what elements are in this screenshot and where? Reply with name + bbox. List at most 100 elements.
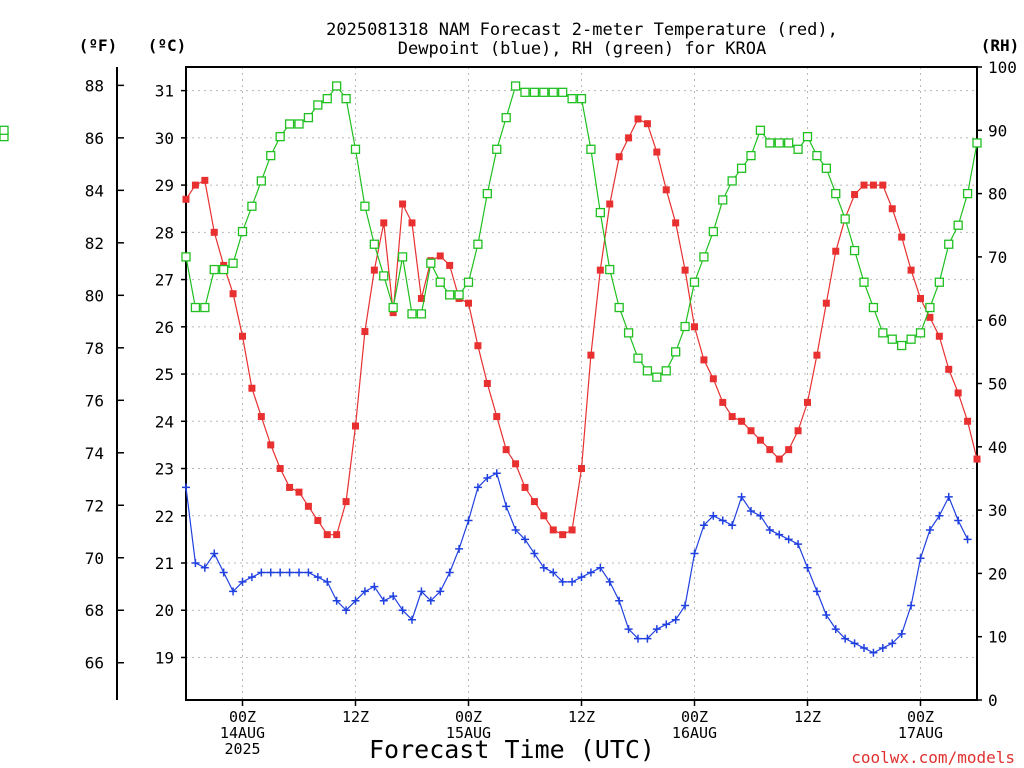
rh-point bbox=[558, 87, 568, 97]
rh-point bbox=[379, 271, 389, 281]
rh-point bbox=[407, 309, 417, 319]
dewpoint-point bbox=[765, 525, 774, 534]
dewpoint-point bbox=[247, 573, 256, 582]
dewpoint-point bbox=[954, 516, 963, 525]
dewpoint-point bbox=[436, 587, 445, 596]
dewpoint-point bbox=[681, 601, 690, 610]
temperature-point bbox=[257, 413, 265, 421]
dewpoint-point bbox=[577, 573, 586, 582]
dewpoint-point bbox=[605, 577, 614, 586]
rh-point bbox=[925, 302, 935, 313]
rh-point bbox=[953, 220, 963, 230]
fahrenheit-tick-label: 82 bbox=[85, 234, 104, 253]
time-tick-label: 00Z bbox=[229, 708, 256, 726]
rh-point bbox=[360, 201, 370, 211]
dewpoint-point bbox=[426, 596, 435, 605]
temperature-point bbox=[323, 531, 331, 539]
dewpoint-point bbox=[878, 644, 887, 653]
time-tick-label: 00Z bbox=[907, 708, 934, 726]
rh-point bbox=[435, 277, 445, 287]
temperature-point bbox=[766, 446, 774, 454]
rh-point bbox=[633, 353, 643, 363]
rh-point bbox=[341, 94, 351, 104]
temperature-point bbox=[229, 290, 237, 298]
temperature-point bbox=[728, 413, 736, 421]
rh-point bbox=[369, 239, 379, 249]
rh-unit-label: (RH) bbox=[981, 36, 1020, 55]
dewpoint-point bbox=[728, 521, 737, 530]
rh-point bbox=[671, 347, 681, 357]
x-axis-label: Forecast Time (UTC) bbox=[369, 735, 655, 764]
dewpoint-line bbox=[185, 472, 969, 654]
temperature-point bbox=[813, 351, 821, 359]
temperature-point bbox=[756, 436, 764, 444]
title-line-1: 2025081318 NAM Forecast 2-meter Temperat… bbox=[326, 20, 838, 40]
rh-point bbox=[576, 94, 587, 104]
rh-point bbox=[802, 131, 813, 142]
time-tick-label: 16AUG bbox=[672, 724, 717, 742]
celsius-tick-label: 24 bbox=[155, 412, 174, 431]
dewpoint-point bbox=[803, 563, 812, 572]
dewpoint-point bbox=[860, 644, 868, 653]
temperature-point bbox=[653, 148, 661, 156]
rh-point bbox=[303, 112, 314, 123]
dewpoint-point bbox=[182, 483, 190, 492]
rh-point bbox=[322, 94, 332, 104]
rh-point bbox=[934, 277, 944, 287]
temperature-point bbox=[860, 181, 868, 189]
temperature-point bbox=[314, 516, 322, 524]
time-tick-label: 17AUG bbox=[898, 724, 943, 742]
series-rh bbox=[0, 81, 982, 382]
temperature-point bbox=[954, 389, 962, 397]
temperature-point bbox=[785, 446, 793, 454]
dewpoint-point bbox=[652, 625, 661, 634]
rh-tick-label: 40 bbox=[988, 438, 1007, 457]
temperature-point bbox=[973, 455, 981, 463]
fahrenheit-tick-label: 84 bbox=[85, 181, 104, 200]
fahrenheit-tick-label: 72 bbox=[85, 496, 104, 515]
dewpoint-point bbox=[464, 516, 473, 525]
temperature-point bbox=[559, 531, 567, 539]
celsius-tick-label: 20 bbox=[155, 601, 174, 620]
dewpoint-point bbox=[304, 568, 313, 577]
celsius-tick-label: 31 bbox=[155, 82, 174, 101]
dewpoint-point bbox=[342, 606, 351, 615]
dewpoint-point bbox=[963, 535, 972, 544]
temperature-point bbox=[474, 342, 482, 350]
temperature-point bbox=[342, 498, 350, 506]
temperature-point bbox=[700, 356, 708, 364]
dewpoint-point bbox=[888, 639, 897, 648]
dewpoint-point bbox=[257, 568, 266, 577]
temperature-point bbox=[540, 512, 548, 520]
rh-line bbox=[185, 84, 978, 378]
celsius-tick-label: 19 bbox=[155, 648, 174, 667]
dewpoint-point bbox=[812, 587, 821, 596]
rh-point bbox=[463, 277, 474, 287]
dewpoint-point bbox=[831, 625, 840, 634]
rh-point bbox=[944, 239, 954, 249]
dewpoint-point bbox=[907, 601, 916, 610]
dewpoint-point bbox=[521, 535, 529, 544]
temperature-point bbox=[587, 351, 595, 359]
temperature-point bbox=[333, 531, 341, 539]
temperature-point bbox=[747, 427, 755, 435]
rh-point bbox=[699, 252, 709, 262]
temperature-point bbox=[239, 332, 246, 340]
temperature-point bbox=[248, 384, 256, 392]
dewpoint-point bbox=[586, 568, 595, 577]
rh-point bbox=[482, 188, 492, 199]
celsius-axis: 31 30 29 28 27 26 25 24 23 22 21 20 19 bbox=[155, 82, 186, 667]
temperature-point bbox=[643, 120, 651, 128]
rh-point bbox=[313, 100, 323, 110]
rh-tick-label: 70 bbox=[988, 248, 1007, 267]
temperature-point bbox=[361, 328, 369, 336]
dewpoint-point bbox=[671, 615, 680, 624]
dewpoint-point bbox=[417, 587, 426, 596]
dewpoint-point bbox=[379, 596, 388, 605]
dewpoint-point bbox=[775, 530, 784, 539]
temperature-point bbox=[352, 422, 359, 430]
rh-point bbox=[849, 245, 860, 256]
dewpoint-point bbox=[398, 606, 407, 615]
rh-tick-label: 90 bbox=[988, 121, 1007, 140]
temperature-point bbox=[596, 266, 604, 274]
